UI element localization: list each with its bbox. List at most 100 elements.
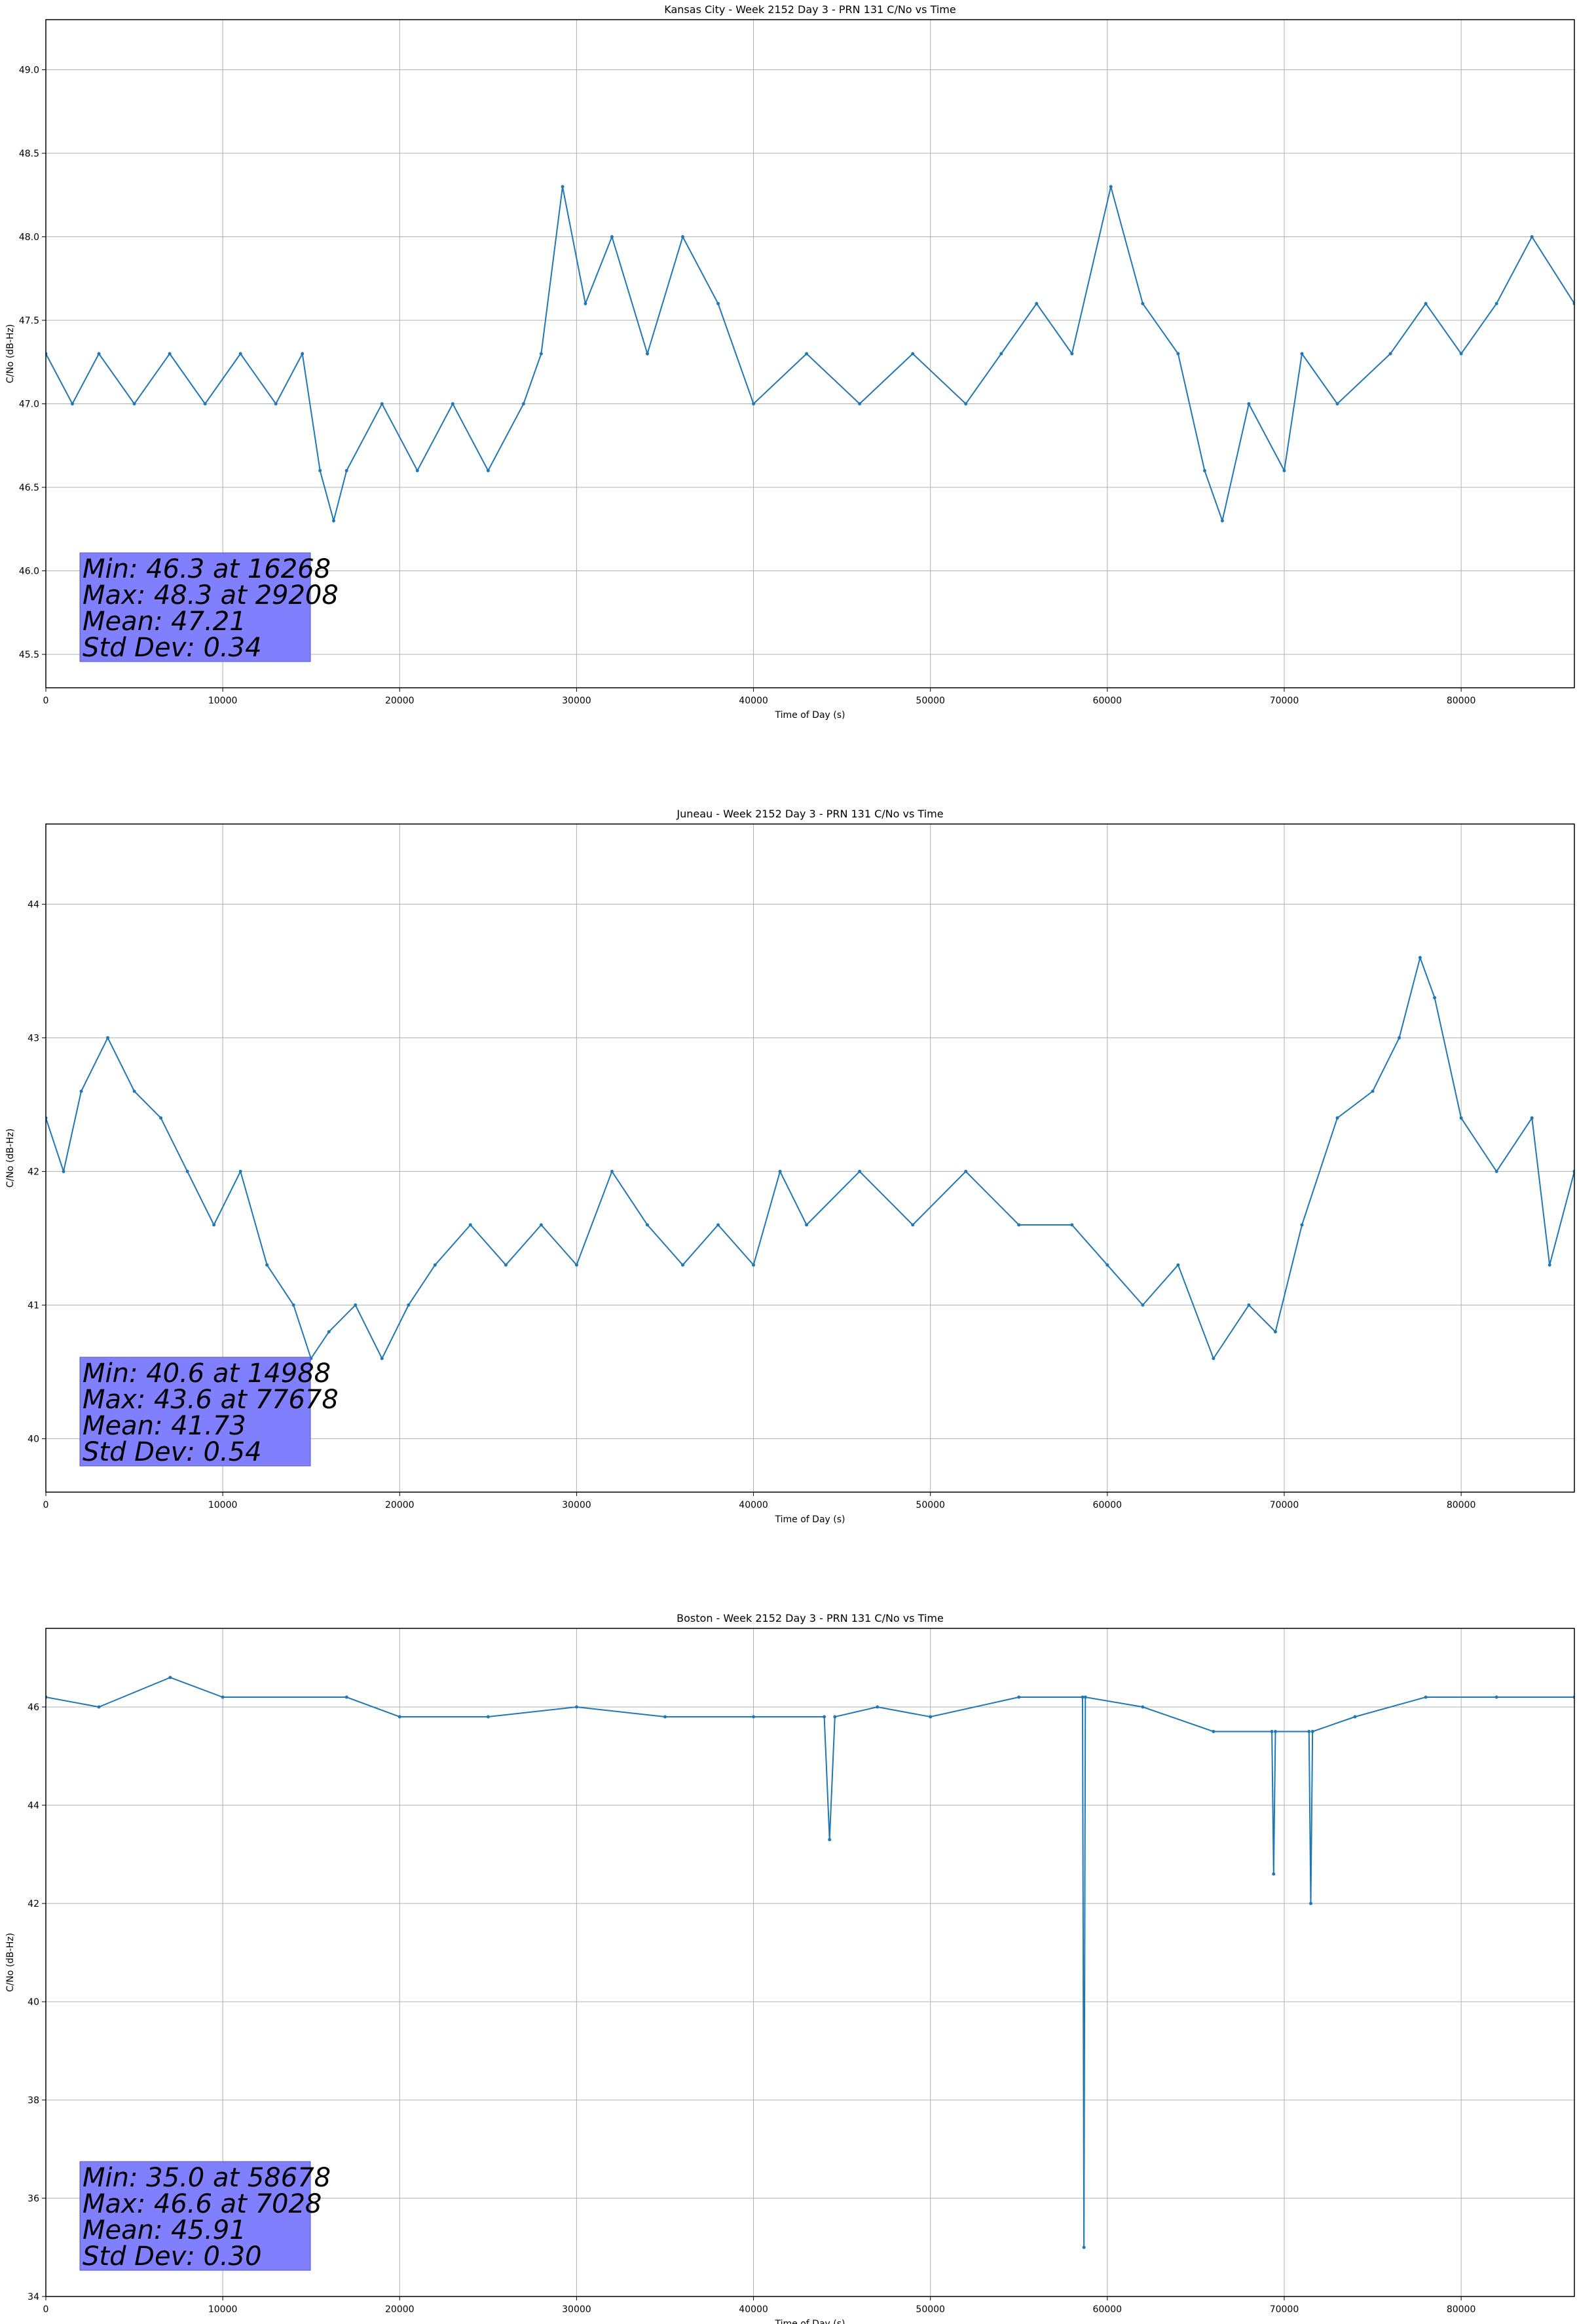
- data-point: [1082, 2245, 1086, 2249]
- x-tick-label: 60000: [1093, 1500, 1122, 1510]
- y-tick-label: 46.0: [19, 567, 39, 577]
- chart-panel-3: 0 10000 20000 30000 40000 50000 60000 70000 8000…: [5, 1612, 1575, 2324]
- data-point: [132, 1089, 136, 1093]
- chart-title: Juneau - Week 2152 Day 3 - PRN 131 C/No …: [676, 808, 943, 820]
- data-point: [327, 1330, 331, 1334]
- data-point: [265, 1263, 269, 1267]
- stats-box: [79, 552, 311, 662]
- data-point: [168, 352, 172, 356]
- y-tick-label: 40: [28, 1997, 39, 2008]
- stats-line: Min: 40.6 at 14988: [83, 1359, 331, 1389]
- y-tick-label: 45.5: [19, 650, 39, 660]
- x-tick-label: 50000: [916, 2304, 945, 2315]
- data-point: [185, 1169, 189, 1173]
- y-tick-label: 47.5: [19, 316, 39, 326]
- data-point: [486, 469, 490, 472]
- data-point: [203, 402, 207, 405]
- x-tick-label: 10000: [208, 696, 238, 706]
- data-point: [584, 302, 587, 305]
- data-point: [964, 1169, 968, 1173]
- chart-panel-1: 0 10000 20000 30000 40000 50000 60000 70000 8000…: [5, 3, 1575, 721]
- stats-line: Mean: 47.21: [83, 607, 246, 637]
- data-point: [1494, 1169, 1498, 1173]
- data-point: [1494, 302, 1498, 305]
- data-point: [716, 1223, 720, 1227]
- data-point: [274, 402, 278, 405]
- y-tick-label: 36: [28, 2194, 39, 2204]
- x-tick-label: 50000: [916, 1500, 945, 1510]
- data-point: [911, 352, 915, 356]
- y-tick-label: 46.5: [19, 483, 39, 493]
- data-point: [291, 1303, 295, 1307]
- y-tick-label: 43: [28, 1033, 39, 1043]
- data-point: [929, 1715, 933, 1719]
- data-point: [828, 1838, 832, 1841]
- x-tick-label: 40000: [739, 696, 768, 706]
- data-point: [1141, 302, 1145, 305]
- data-point: [97, 1705, 101, 1709]
- y-tick-label: 47.0: [19, 400, 39, 410]
- x-tick-label: 20000: [385, 2304, 415, 2315]
- data-point: [238, 1169, 242, 1173]
- data-point: [238, 352, 242, 356]
- stats-line: Std Dev: 0.54: [83, 1437, 262, 1467]
- x-tick-label: 0: [43, 696, 49, 706]
- chart-title: Boston - Week 2152 Day 3 - PRN 131 C/No …: [677, 1612, 944, 1624]
- x-tick-label: 0: [43, 1500, 49, 1510]
- data-point: [752, 402, 756, 405]
- x-tick-label: 30000: [562, 696, 591, 706]
- data-point: [1035, 302, 1039, 305]
- data-point: [1371, 1089, 1375, 1093]
- data-point: [1459, 1116, 1463, 1120]
- data-point: [504, 1263, 508, 1267]
- data-point: [1176, 1263, 1180, 1267]
- data-point: [610, 1169, 614, 1173]
- data-point: [823, 1715, 826, 1719]
- data-point: [1273, 1730, 1277, 1733]
- data-point: [645, 1223, 649, 1227]
- x-tick-label: 50000: [916, 696, 945, 706]
- x-tick-label: 40000: [739, 2304, 768, 2315]
- data-point: [380, 1357, 384, 1360]
- data-point: [1212, 1730, 1215, 1733]
- data-point: [1070, 352, 1074, 356]
- x-axis-label: Time of Day (s): [775, 1514, 845, 1525]
- data-point: [1247, 1303, 1251, 1307]
- x-tick-label: 10000: [208, 2304, 238, 2315]
- data-point: [62, 1169, 65, 1173]
- y-tick-label: 42: [28, 1899, 39, 1909]
- data-point: [1273, 1330, 1277, 1334]
- data-point: [1070, 1223, 1074, 1227]
- stats-line: Std Dev: 0.34: [83, 633, 262, 663]
- axes-frame: [45, 823, 1575, 1493]
- data-point: [1109, 185, 1113, 189]
- data-point: [331, 519, 335, 523]
- data-point: [752, 1263, 756, 1267]
- axes-frame: [45, 1628, 1575, 2297]
- y-tick-label: 48.5: [19, 149, 39, 159]
- stats-line: Max: 48.3 at 29208: [83, 580, 339, 610]
- data-point: [468, 1223, 472, 1227]
- data-point: [1424, 302, 1428, 305]
- data-point: [778, 1169, 782, 1173]
- data-point: [574, 1705, 578, 1709]
- data-point: [433, 1263, 437, 1267]
- data-point: [539, 352, 543, 356]
- data-point: [415, 469, 419, 472]
- stats-line: Max: 46.6 at 7028: [83, 2189, 322, 2219]
- data-point: [1083, 1695, 1087, 1699]
- data-point: [132, 402, 136, 405]
- data-point: [1530, 1116, 1534, 1120]
- data-point: [752, 1715, 756, 1719]
- data-point: [1247, 402, 1251, 405]
- data-point: [539, 1223, 543, 1227]
- x-tick-label: 80000: [1447, 696, 1476, 706]
- data-point: [681, 235, 684, 238]
- y-tick-label: 49.0: [19, 66, 39, 76]
- stats-line: Max: 43.6 at 77678: [83, 1385, 339, 1415]
- data-point: [999, 352, 1003, 356]
- data-point: [380, 402, 384, 405]
- y-axis-label: C/No (dB-Hz): [5, 1129, 16, 1188]
- data-point: [1141, 1705, 1145, 1709]
